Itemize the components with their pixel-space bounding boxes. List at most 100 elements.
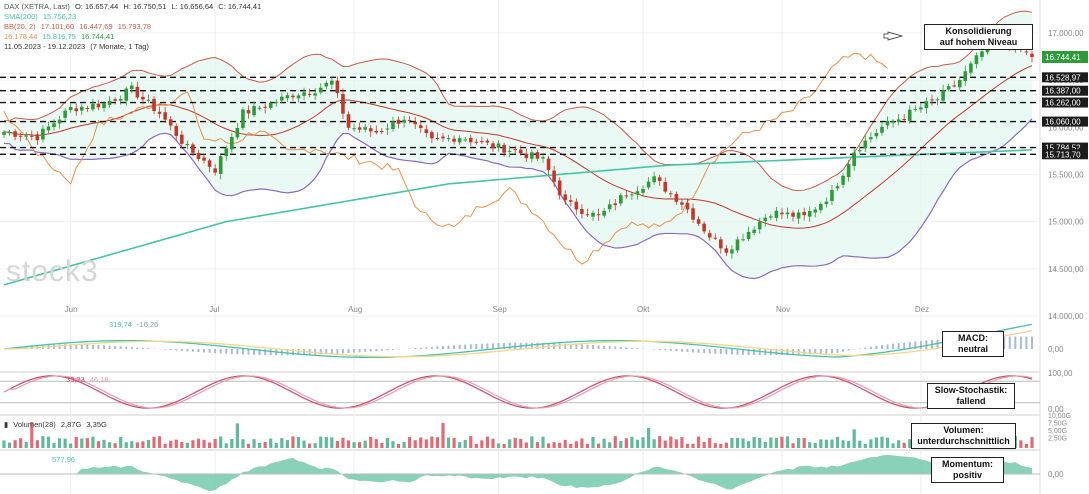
volume-bar (580, 438, 584, 448)
candle-body (935, 99, 940, 101)
candle-body (1030, 53, 1034, 58)
volume-bar (696, 436, 701, 448)
volume-bar (885, 437, 890, 448)
volume-bar (752, 436, 756, 448)
candle-body (268, 102, 273, 108)
volume-bar (63, 438, 67, 448)
level-label: 16.528,97 (1045, 73, 1081, 82)
bb-legend-v2: 16.447,69 (79, 22, 113, 31)
volume-bar (302, 440, 306, 448)
volume-bar (280, 438, 284, 448)
candle-body (880, 126, 884, 133)
candle-body (491, 143, 495, 149)
candle-body (919, 107, 923, 110)
x-month-label: Jun (65, 305, 78, 314)
candle-body (913, 108, 918, 110)
x-month-label: Jul (209, 305, 219, 314)
dax-legend-label: DAX (XETRA, Last) (4, 2, 70, 11)
volume-bar (847, 441, 851, 448)
volume-bar (835, 436, 840, 448)
annotation-momentum: Momentum: positiv (931, 457, 1004, 483)
candle-body (196, 153, 201, 159)
candle-body (746, 231, 751, 240)
volume-bar (841, 440, 845, 448)
macd-y-tick: 0,00 (1048, 345, 1064, 354)
volume-bar (441, 422, 445, 448)
candle-body (957, 80, 962, 88)
legend-main: DAX (XETRA, Last) O: 16.657,44 H: 16.750… (4, 2, 264, 52)
volume-bar (258, 442, 262, 448)
bb-legend-v3: 15.793,78 (117, 22, 152, 31)
volume-bar (69, 443, 73, 448)
volume-bar (763, 441, 767, 448)
candle-body (296, 95, 301, 99)
candle-body (346, 114, 351, 128)
x-month-label: Dez (915, 305, 929, 314)
candle-body (591, 212, 595, 217)
volume-bar (35, 440, 39, 448)
level-tag-2 (1042, 97, 1088, 108)
level-label: 15.784,52 (1045, 144, 1081, 153)
candle-body (480, 141, 484, 143)
candle-body (252, 106, 256, 116)
volume-bar (446, 437, 451, 448)
volume-bar (774, 438, 778, 448)
candle-body (113, 99, 117, 101)
volume-bar (369, 436, 373, 448)
candle-body (535, 152, 540, 159)
volume-bar (235, 423, 239, 448)
candle-body (180, 134, 184, 144)
volume-bar (480, 440, 484, 448)
volume-bar (769, 437, 773, 448)
legend-macd: 319,74 -16,26 (4, 320, 161, 330)
candle-body (430, 132, 434, 139)
candle-body (274, 102, 279, 104)
candle-body (463, 139, 468, 141)
volume-bar (57, 438, 62, 448)
volume-bar (7, 442, 12, 448)
candle-body (702, 223, 706, 232)
volume-bar (46, 436, 51, 448)
candle-body (563, 194, 568, 201)
candle-body (435, 138, 440, 140)
volume-bar (124, 442, 128, 448)
momentum-legend-value: 577,96 (52, 455, 75, 464)
legend-stoch: 33,23 46,18 (4, 375, 112, 385)
dax-high: H: 16.750,51 (123, 2, 167, 11)
candle-body (830, 190, 834, 201)
volume-bar (313, 443, 317, 448)
candle-body (152, 98, 156, 112)
candle-body (79, 106, 84, 111)
candle-body (541, 157, 545, 159)
candle-body (941, 90, 945, 101)
candle-body (696, 219, 701, 224)
candle-body (496, 143, 501, 148)
volume-bar (813, 442, 817, 448)
y-tick-label: 16.000,00 (1048, 123, 1084, 132)
volume-bar (602, 438, 606, 448)
volume-bar (613, 436, 617, 448)
candle-body (607, 204, 612, 210)
volume-bar (513, 437, 517, 448)
candle-body (974, 55, 979, 65)
volume-bar (296, 436, 301, 448)
candle-body (907, 109, 912, 121)
stoch-y-tick: 0,00 (1048, 405, 1064, 414)
volume-bar (658, 436, 662, 448)
candle-body (107, 100, 112, 105)
watermark: stock3 (6, 255, 99, 288)
volume-bar (52, 443, 56, 448)
volume-bar (863, 443, 867, 448)
volume-bar (541, 436, 545, 448)
macd-legend-v1: 319,74 (109, 320, 132, 329)
candle-body (352, 128, 356, 130)
candle-body (118, 98, 123, 101)
candle-body (96, 103, 101, 108)
level-tag-3 (1042, 116, 1088, 127)
volume-bar (208, 442, 212, 448)
candle-body (2, 132, 6, 135)
bollinger-mid-line (3, 65, 1033, 229)
dax-low: L: 16.656,64 (171, 2, 214, 11)
candle-body (391, 121, 395, 129)
volume-bar (502, 443, 506, 448)
